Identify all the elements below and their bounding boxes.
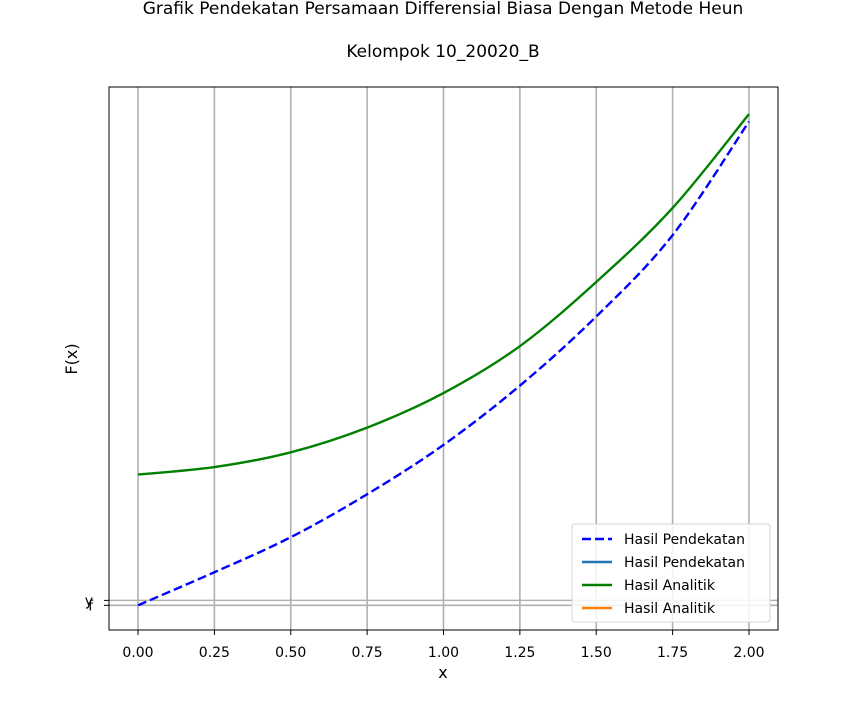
legend-box (571, 523, 771, 623)
x-axis-ticks: 0.00 0.25 0.50 0.75 1.00 1.25 1.50 1.75 2.00 (122, 630, 765, 661)
legend-label: Hasil Pendekatan (624, 555, 745, 571)
legend-label: Hasil Analitik (624, 578, 716, 594)
series-line-0 (137, 120, 750, 607)
x-tick-label: 1.25 (504, 645, 535, 661)
legend-label: Hasil Pendekatan (624, 532, 745, 548)
chart-subtitle: Kelompok 10_20020_B (346, 42, 539, 62)
x-tick-label: 1.75 (657, 645, 688, 661)
x-tick-label: 0.25 (199, 645, 230, 661)
y-axis-ticks: yf (85, 593, 109, 614)
plot-lines (137, 113, 750, 607)
x-tick-label: 0.00 (122, 645, 153, 661)
series-line-2 (137, 113, 750, 476)
legend-label: Hasil Analitik (624, 601, 716, 617)
x-tick-label: 1.50 (581, 645, 612, 661)
x-tick-label: 2.00 (733, 645, 764, 661)
x-tick-label: 0.75 (352, 645, 383, 661)
x-tick-label: 1.00 (428, 645, 459, 661)
x-axis-label: x (438, 663, 447, 682)
y-tick-label: y (85, 593, 93, 609)
y-tick-label: f (88, 598, 94, 614)
chart-title: Grafik Pendekatan Persamaan Differensial… (143, 0, 744, 19)
x-tick-label: 0.50 (275, 645, 306, 661)
y-axis-label: F(x) (62, 343, 81, 374)
legend: Hasil Pendekatan Hasil Pendekatan Hasil An… (571, 523, 771, 623)
